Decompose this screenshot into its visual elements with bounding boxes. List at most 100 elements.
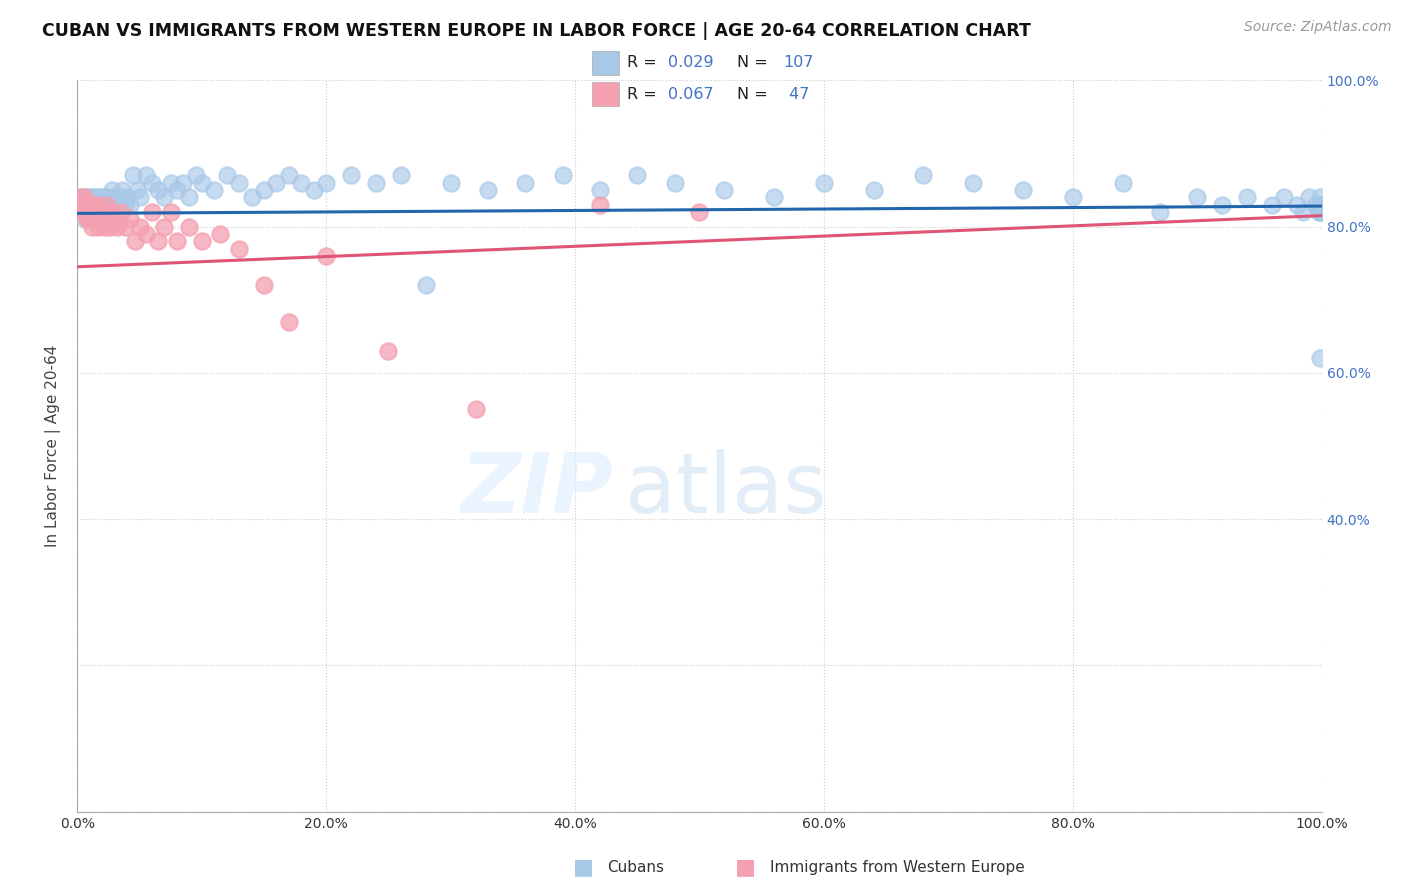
Point <box>415 278 437 293</box>
Point <box>96 197 118 211</box>
Point <box>191 234 214 248</box>
Point <box>70 205 93 219</box>
Point <box>72 197 94 211</box>
Point <box>83 205 105 219</box>
Point <box>83 190 105 204</box>
Point <box>141 205 163 219</box>
Point <box>1309 205 1331 219</box>
Point <box>464 402 486 417</box>
Point <box>114 219 136 234</box>
Point <box>80 197 103 211</box>
Point <box>179 219 201 234</box>
Point <box>277 169 299 183</box>
Point <box>166 234 188 248</box>
Point <box>1211 197 1233 211</box>
Point <box>1012 183 1035 197</box>
Point <box>105 197 128 211</box>
Point <box>1309 197 1331 211</box>
Point <box>87 205 110 219</box>
Point <box>67 197 90 211</box>
Point <box>302 183 325 197</box>
Point <box>277 315 299 329</box>
Point <box>153 190 176 204</box>
Point <box>76 190 98 204</box>
Point <box>253 183 276 197</box>
Point <box>76 205 98 219</box>
Point <box>1272 190 1295 204</box>
Point <box>215 169 238 183</box>
Point <box>228 242 250 256</box>
Point <box>84 212 107 227</box>
Point <box>84 197 107 211</box>
Point <box>72 190 94 204</box>
Text: N =: N = <box>737 87 773 102</box>
Text: R =: R = <box>627 55 662 70</box>
Point <box>290 176 312 190</box>
Point <box>82 190 104 204</box>
Point <box>515 176 537 190</box>
Point <box>135 169 157 183</box>
Point <box>148 234 170 248</box>
Point <box>240 190 263 204</box>
Text: R =: R = <box>627 87 662 102</box>
Point <box>75 197 97 211</box>
Y-axis label: In Labor Force | Age 20-64: In Labor Force | Age 20-64 <box>45 345 62 547</box>
Point <box>108 190 131 204</box>
Point <box>80 205 103 219</box>
Point <box>101 183 124 197</box>
Point <box>105 219 128 234</box>
Point <box>253 278 276 293</box>
Text: Immigrants from Western Europe: Immigrants from Western Europe <box>770 860 1025 874</box>
Point <box>389 169 412 183</box>
Text: N =: N = <box>737 55 773 70</box>
Point <box>93 190 115 204</box>
Point <box>589 197 612 211</box>
Point <box>86 190 108 204</box>
Point <box>1236 190 1258 204</box>
Point <box>73 190 96 204</box>
Point <box>179 190 201 204</box>
Point <box>82 205 104 219</box>
Point <box>91 212 114 227</box>
Point <box>1309 197 1331 211</box>
Point <box>72 190 94 204</box>
Point <box>122 169 145 183</box>
Point <box>77 212 100 227</box>
Point <box>125 183 148 197</box>
Point <box>1149 205 1171 219</box>
Point <box>184 169 207 183</box>
Point <box>75 197 97 211</box>
Point <box>315 249 337 263</box>
Point <box>98 197 121 211</box>
Point <box>118 212 141 227</box>
Point <box>87 219 110 234</box>
Point <box>166 183 188 197</box>
Point <box>115 190 138 204</box>
Point <box>128 219 150 234</box>
Point <box>79 190 101 204</box>
Point <box>72 197 94 211</box>
Point <box>377 343 399 358</box>
Point <box>1261 197 1284 211</box>
Point <box>75 205 97 219</box>
Point <box>1298 190 1320 204</box>
Text: Source: ZipAtlas.com: Source: ZipAtlas.com <box>1244 20 1392 34</box>
Text: atlas: atlas <box>624 450 827 531</box>
Point <box>1305 197 1327 211</box>
Point <box>97 190 120 204</box>
Point <box>589 183 612 197</box>
Point <box>159 176 181 190</box>
Point <box>1308 205 1330 219</box>
Point <box>86 197 108 211</box>
Text: CUBAN VS IMMIGRANTS FROM WESTERN EUROPE IN LABOR FORCE | AGE 20-64 CORRELATION C: CUBAN VS IMMIGRANTS FROM WESTERN EUROPE … <box>42 22 1031 40</box>
Point <box>202 183 225 197</box>
Point <box>86 197 108 211</box>
Point <box>153 219 176 234</box>
Point <box>91 190 114 204</box>
Point <box>83 205 105 219</box>
Point <box>477 183 499 197</box>
Point <box>93 197 115 211</box>
Point <box>114 197 136 211</box>
Point <box>128 190 150 204</box>
Point <box>98 219 121 234</box>
